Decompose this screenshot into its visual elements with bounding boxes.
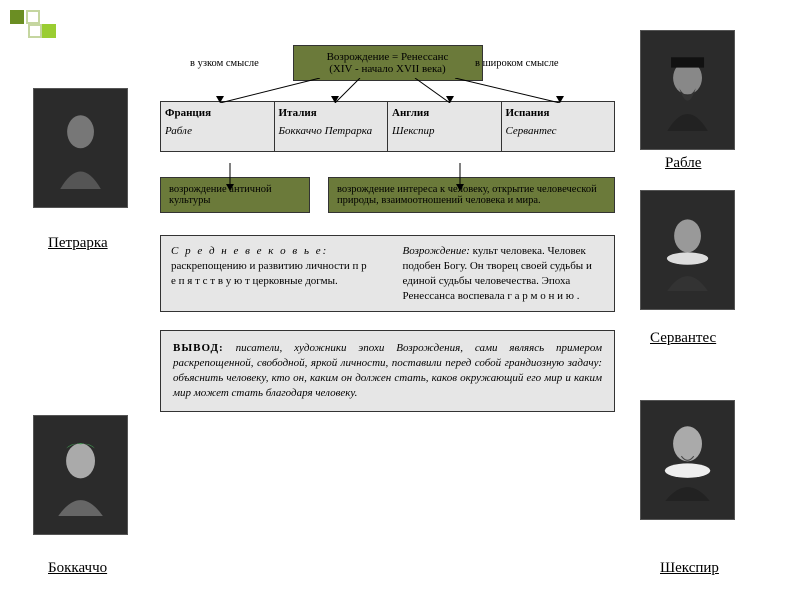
country-cell-england: Англия Шекспир	[388, 102, 502, 151]
caption-servantes[interactable]: Сервантес	[650, 330, 716, 347]
country-name: Испания	[506, 107, 611, 119]
caption-shekspir[interactable]: Шекспир	[660, 560, 719, 577]
country-cell-italy: Италия Боккаччо Петрарка	[275, 102, 389, 151]
country-cell-france: Франция Рабле	[161, 102, 275, 151]
caption-rable[interactable]: Рабле	[665, 155, 701, 172]
country-authors: Рабле	[165, 125, 270, 137]
narrow-sense-box: возрождение античной культуры	[160, 177, 310, 213]
portrait-servantes	[640, 190, 735, 310]
conclusion-box: ВЫВОД: писатели, художники эпохи Возрожд…	[160, 330, 615, 411]
compare-left-title: С р е д н е в е к о в ь е:	[171, 245, 328, 257]
diagram: Возрождение = Ренессанс (XIV - начало XV…	[160, 45, 615, 412]
country-name: Италия	[279, 107, 384, 119]
wide-sense-box: возрождение интереса к человеку, открыти…	[328, 177, 615, 213]
country-name: Англия	[392, 107, 497, 119]
portrait-shekspir	[640, 400, 735, 520]
country-cell-spain: Испания Сервантес	[502, 102, 615, 151]
corner-decor	[10, 10, 42, 38]
conclusion-body: писатели, художники эпохи Возрождения, с…	[173, 342, 602, 399]
caption-bokkachcho[interactable]: Боккаччо	[48, 560, 107, 577]
conclusion-label: ВЫВОД:	[173, 342, 224, 354]
country-authors: Шекспир	[392, 125, 497, 137]
portrait-rable	[640, 30, 735, 150]
compare-right: Возрождение: культ человека. Человек под…	[403, 244, 605, 303]
mid-row: возрождение античной культуры возрождени…	[160, 177, 615, 213]
compare-left-body: раскрепощению и развитию личности п р е …	[171, 260, 367, 287]
countries-row: Франция Рабле Италия Боккаччо Петрарка А…	[160, 101, 615, 152]
portrait-petrarka	[33, 88, 128, 208]
sense-narrow-label: в узком смысле	[190, 58, 259, 69]
connector-top	[160, 78, 615, 103]
country-authors: Сервантес	[506, 125, 611, 137]
title-line1: Возрождение = Ренессанс	[298, 51, 478, 63]
compare-left: С р е д н е в е к о в ь е: раскрепощению…	[171, 244, 373, 303]
portrait-bokkachcho	[33, 415, 128, 535]
sense-wide-label: в широком смысле	[475, 58, 745, 69]
caption-petrarka[interactable]: Петрарка	[48, 235, 108, 252]
country-authors: Боккаччо Петрарка	[279, 125, 384, 137]
country-name: Франция	[165, 107, 270, 119]
title-line2: (XIV - начало XVII века)	[298, 63, 478, 75]
compare-right-title: Возрождение:	[403, 245, 470, 257]
title-box: Возрождение = Ренессанс (XIV - начало XV…	[293, 45, 483, 81]
compare-box: С р е д н е в е к о в ь е: раскрепощению…	[160, 235, 615, 312]
